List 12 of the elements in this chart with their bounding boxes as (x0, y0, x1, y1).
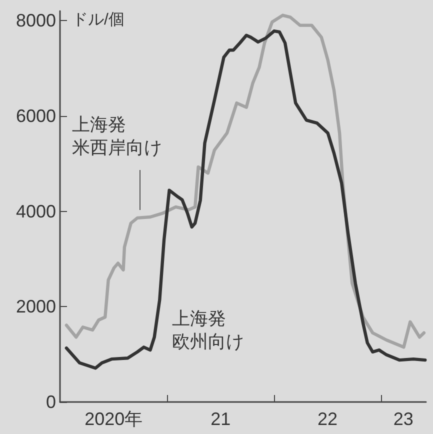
x-tick-label: 22 (318, 409, 338, 429)
y-tick-label: 8000 (16, 10, 56, 31)
x-tick-label: 2020年 (84, 409, 143, 429)
y-tick-label: 6000 (16, 106, 56, 126)
text: 上海発米西岸向け (72, 114, 162, 158)
series-label: 上海発欧州向け (172, 308, 244, 352)
y-tick-label: 2000 (16, 296, 56, 317)
y-axis-title: ドル/個 (72, 12, 124, 28)
x-tick-label: 23 (393, 409, 414, 429)
y-tick-label: 4000 (16, 201, 56, 222)
y-tick-label: 0 (46, 392, 56, 412)
x-tick-label: 21 (210, 409, 231, 429)
